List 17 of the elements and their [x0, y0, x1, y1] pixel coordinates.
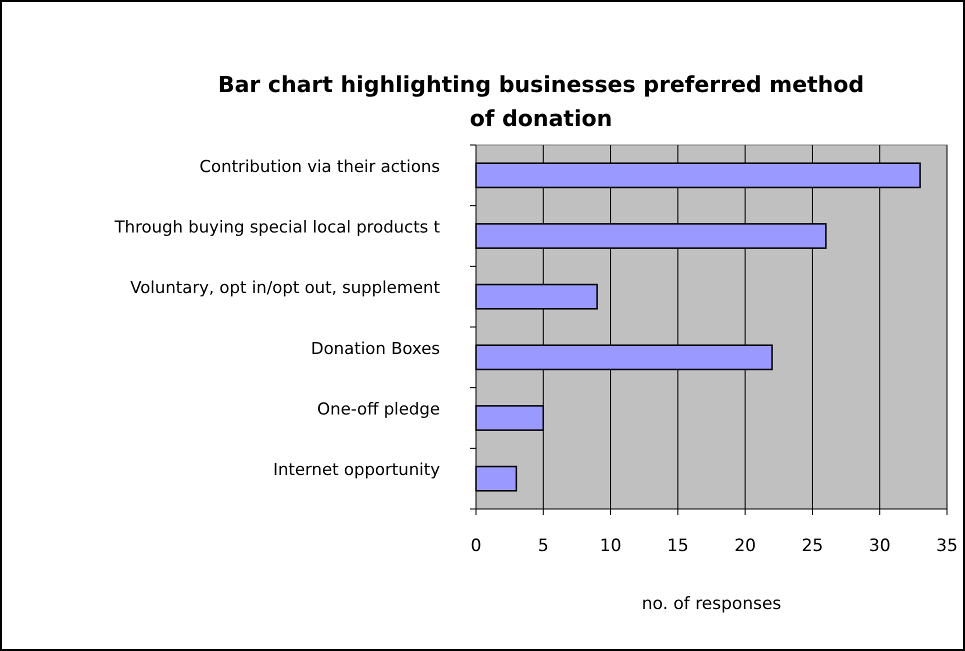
y-tick-label: Through buying special local products t	[114, 218, 441, 237]
x-tick-label: 20	[734, 536, 756, 556]
x-tick-label: 30	[868, 536, 891, 556]
x-axis-title: no. of responses	[642, 594, 782, 614]
y-tick-label: Voluntary, opt in/opt out, supplement	[130, 278, 441, 298]
x-tick-label: 35	[936, 536, 958, 556]
x-tick-label: 10	[600, 536, 622, 556]
y-tick-label: Donation Boxes	[310, 338, 440, 358]
bar	[475, 466, 518, 492]
y-tick-label: Internet opportunity	[273, 460, 440, 480]
chart-title: Bar chart highlighting businesses preferred method of donation	[218, 73, 864, 132]
x-tick-label: 15	[667, 536, 689, 556]
x-tick-label: 0	[470, 536, 482, 556]
y-tick-label: Contribution via their actions	[200, 156, 440, 176]
x-tick-label: 25	[802, 536, 824, 556]
y-tick-label: One-off pledge	[317, 400, 440, 419]
x-tick-label: 5	[538, 536, 549, 556]
